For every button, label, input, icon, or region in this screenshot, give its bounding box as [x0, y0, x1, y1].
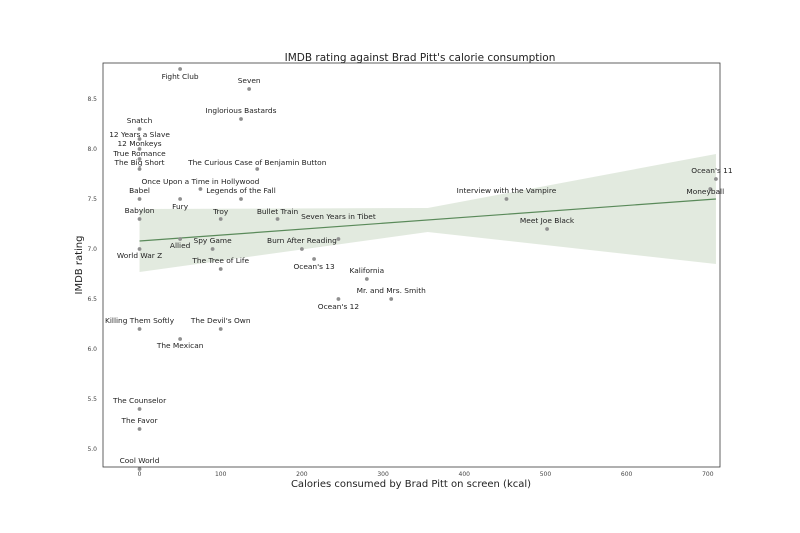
x-tick-label: 300: [377, 471, 389, 478]
data-point: [219, 217, 223, 221]
x-tick-label: 400: [459, 471, 471, 478]
point-label: Snatch: [127, 116, 153, 125]
point-label: The Devil's Own: [190, 316, 251, 325]
data-point: [505, 197, 509, 201]
y-tick-label: 7.0: [87, 246, 97, 253]
x-tick-label: 0: [138, 471, 142, 478]
chart-title: IMDB rating against Brad Pitt's calorie …: [285, 52, 556, 64]
point-label: The Curious Case of Benjamin Button: [187, 158, 327, 167]
point-label: Ocean's 11: [691, 166, 733, 175]
data-point: [239, 197, 243, 201]
point-label: Babel: [129, 186, 150, 195]
data-point: [312, 257, 316, 261]
y-tick-label: 8.0: [87, 146, 97, 153]
y-tick-label: 6.0: [87, 346, 97, 353]
data-point: [545, 227, 549, 231]
point-label: Seven: [238, 76, 261, 85]
point-label: Mr. and Mrs. Smith: [357, 286, 426, 295]
point-label: Ocean's 12: [318, 302, 359, 311]
data-point: [239, 117, 243, 121]
point-label: True Romance: [112, 149, 166, 158]
point-label: Interview with the Vampire: [457, 186, 557, 195]
y-tick-label: 6.5: [87, 296, 97, 303]
x-tick-label: 700: [702, 471, 714, 478]
data-point: [138, 427, 142, 431]
point-label: Legends of the Fall: [206, 186, 276, 195]
point-label: The Mexican: [156, 341, 204, 350]
point-label: The Counselor: [112, 396, 167, 405]
x-tick-label: 200: [296, 471, 308, 478]
y-tick-label: 7.5: [87, 196, 97, 203]
plot-frame: [103, 63, 720, 467]
point-label: Allied: [170, 241, 191, 250]
point-label: The Big Short: [113, 158, 164, 167]
data-point: [300, 247, 304, 251]
point-label: Inglorious Bastards: [206, 106, 277, 115]
data-point: [714, 177, 718, 181]
data-point: [337, 237, 341, 241]
data-point: [138, 167, 142, 171]
point-label: Once Upon a Time in Hollywood: [141, 177, 259, 186]
y-axis-label: IMDB rating: [74, 236, 85, 295]
data-point: [211, 247, 215, 251]
data-point: [337, 297, 341, 301]
data-point: [199, 187, 203, 191]
x-tick-label: 600: [621, 471, 633, 478]
x-axis-ticks: 0 100 200 300 400 500 600 700: [138, 471, 714, 478]
point-label: Burn After Reading: [267, 236, 337, 245]
y-tick-label: 5.5: [87, 396, 97, 403]
point-label: Troy: [212, 207, 229, 216]
data-point: [219, 267, 223, 271]
data-point: [276, 217, 280, 221]
point-label: Meet Joe Black: [520, 216, 575, 225]
data-point: [138, 217, 142, 221]
point-label: Moneyball: [686, 187, 724, 196]
point-label: 12 Years a Slave: [109, 130, 170, 139]
data-point: [138, 407, 142, 411]
point-label: Cool World: [120, 456, 160, 465]
data-point: [365, 277, 369, 281]
point-label: Fury: [172, 202, 189, 211]
data-point: [247, 87, 251, 91]
point-label: Ocean's 13: [293, 262, 335, 271]
point-label: Kalifornia: [350, 266, 385, 275]
point-label: Killing Them Softly: [105, 316, 175, 325]
point-label: Babylon: [125, 206, 155, 215]
data-point: [219, 327, 223, 331]
data-point: [389, 297, 393, 301]
point-label: The Favor: [120, 416, 158, 425]
point-label: Fight Club: [162, 72, 199, 81]
data-point: [255, 167, 259, 171]
x-axis-label: Calories consumed by Brad Pitt on screen…: [291, 479, 531, 490]
point-label: The Tree of Life: [191, 256, 249, 265]
y-tick-label: 5.0: [87, 446, 97, 453]
point-label: Seven Years in Tibet: [301, 212, 376, 221]
data-point: [138, 327, 142, 331]
point-label: 12 Monkeys: [117, 139, 161, 148]
data-point: [178, 67, 182, 71]
data-point: [138, 197, 142, 201]
point-labels-layer: Fight Club Seven Inglorious Bastards Snatch…: [105, 72, 733, 465]
data-point: [178, 197, 182, 201]
points-layer: [138, 67, 718, 471]
x-tick-label: 100: [215, 471, 227, 478]
x-tick-label: 500: [540, 471, 552, 478]
y-tick-label: 8.5: [87, 96, 97, 103]
point-label: Spy Game: [194, 236, 233, 245]
y-axis-ticks: 5.0 5.5 6.0 6.5 7.0 7.5 8.0 8.5: [87, 96, 97, 453]
point-label: World War Z: [117, 251, 162, 260]
point-label: Bullet Train: [257, 207, 299, 216]
